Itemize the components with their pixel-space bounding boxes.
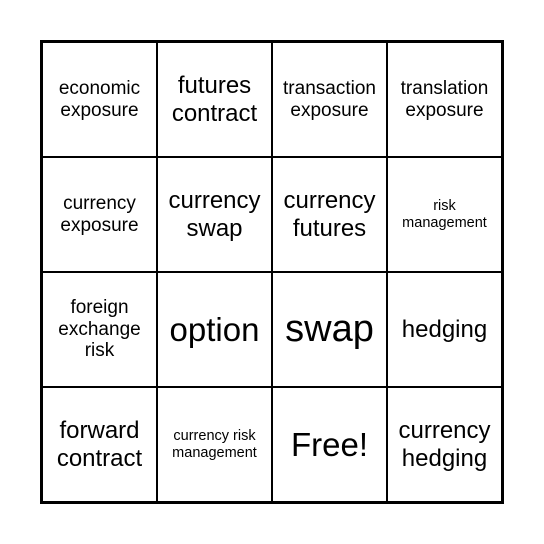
bingo-cell: hedging (387, 272, 502, 387)
bingo-cell: transaction exposure (272, 42, 387, 157)
bingo-cell: economic exposure (42, 42, 157, 157)
bingo-cell: translation exposure (387, 42, 502, 157)
bingo-cell: Free! (272, 387, 387, 502)
bingo-cell: currency swap (157, 157, 272, 272)
bingo-cell: currency futures (272, 157, 387, 272)
bingo-cell: forward contract (42, 387, 157, 502)
bingo-cell: currency hedging (387, 387, 502, 502)
bingo-cell: risk management (387, 157, 502, 272)
bingo-cell: futures contract (157, 42, 272, 157)
bingo-cell: option (157, 272, 272, 387)
bingo-cell: swap (272, 272, 387, 387)
bingo-cell: currency exposure (42, 157, 157, 272)
bingo-cell: currency risk management (157, 387, 272, 502)
bingo-cell: foreign exchange risk (42, 272, 157, 387)
bingo-grid: economic exposure futures contract trans… (40, 40, 504, 504)
